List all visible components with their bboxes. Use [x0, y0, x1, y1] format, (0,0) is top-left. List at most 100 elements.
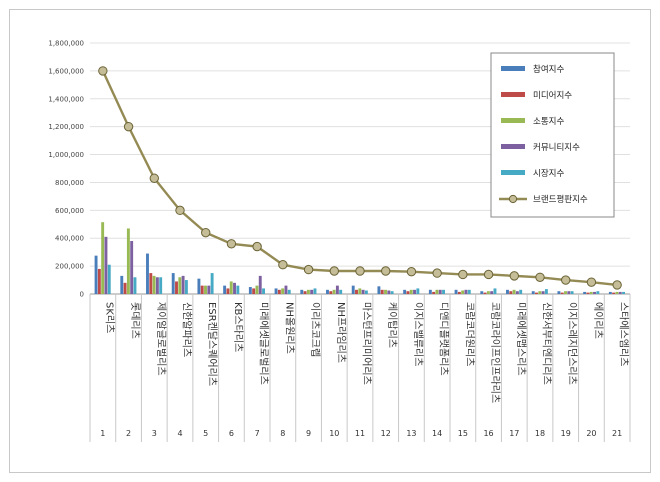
bar-series-4: [104, 236, 622, 294]
category-label: 미래에셋맵스리츠: [515, 302, 527, 376]
bar: [248, 287, 252, 294]
bar: [384, 289, 387, 294]
bar: [262, 288, 265, 294]
bar: [313, 288, 317, 294]
bar: [486, 291, 490, 294]
index-label: 14: [432, 429, 442, 438]
bar: [596, 291, 600, 294]
index-label: 12: [381, 429, 391, 438]
index-label: 18: [535, 429, 545, 438]
bar: [326, 289, 329, 294]
bar: [184, 280, 188, 294]
bar: [442, 289, 445, 294]
bar: [493, 288, 497, 294]
line-point: [381, 266, 391, 276]
line-point: [586, 277, 597, 287]
legend-item: 미디어지수: [501, 90, 572, 101]
y-tick-label: 400,000: [55, 235, 84, 243]
bar: [339, 289, 343, 294]
bar: [207, 285, 211, 294]
index-label: 2: [126, 429, 131, 438]
bar: [277, 289, 281, 294]
category-label: 신한서부티엔디리츠: [541, 302, 553, 385]
line-point: [458, 269, 468, 280]
bar: [428, 289, 432, 294]
line-point: [483, 269, 494, 280]
line-point: [123, 121, 134, 132]
line-point: [149, 173, 159, 183]
bar: [175, 281, 178, 294]
bar: [101, 222, 105, 294]
bar: [332, 289, 336, 294]
bar: [531, 291, 535, 294]
bar: [480, 291, 484, 294]
bar: [409, 289, 413, 294]
bar: [355, 289, 358, 294]
bar: [509, 291, 513, 294]
bar: [287, 289, 291, 294]
line-point: [303, 264, 314, 275]
bar-series-5: [107, 264, 625, 294]
bar: [406, 291, 410, 294]
category-label: NH올원리츠: [283, 302, 295, 354]
line-point: [226, 239, 237, 249]
category-label: 코람코라이프인프라리츠: [489, 302, 502, 403]
bar: [152, 275, 156, 294]
bar: [284, 285, 288, 294]
bar: [413, 289, 416, 294]
category-label: 이지스밸류리츠: [412, 302, 424, 366]
bar: [149, 273, 153, 294]
bar: [236, 285, 240, 294]
bar: [538, 291, 542, 294]
bar: [133, 277, 137, 294]
bar: [457, 291, 461, 294]
bar: [126, 228, 130, 294]
bar-series-1: [94, 253, 612, 294]
y-tick-label: 600,000: [55, 207, 84, 215]
category-label: 제이알글로벌리츠: [155, 302, 167, 376]
bar: [200, 285, 204, 294]
bar-series-2: [97, 268, 616, 294]
bar: [380, 289, 384, 294]
bar: [435, 289, 439, 294]
legend-label: 참여지수: [533, 64, 564, 75]
bar: [467, 289, 471, 294]
index-label: 3: [152, 429, 157, 438]
bar: [589, 291, 593, 294]
bar: [618, 291, 622, 294]
bar: [94, 255, 98, 294]
line-point: [175, 205, 185, 216]
bar-series: [94, 222, 625, 294]
bar: [335, 285, 339, 294]
index-label: 7: [255, 429, 260, 438]
bar: [181, 275, 185, 294]
legend-swatch: [501, 170, 525, 175]
legend-item: 참여지수: [501, 64, 564, 75]
category-label: 롯데리츠: [129, 302, 141, 339]
legend-label: 커뮤니티지수: [533, 142, 580, 153]
category-label: 코람코더원리츠: [463, 302, 476, 366]
bar: [541, 291, 545, 294]
legend-item: 소통지수: [501, 117, 564, 127]
legend-swatch: [501, 66, 525, 71]
bar: [233, 282, 236, 294]
line-point: [201, 227, 211, 238]
index-label: 11: [355, 429, 365, 438]
bar: [608, 291, 612, 294]
bar: [612, 292, 616, 294]
legend-label: 시장지수: [533, 168, 564, 179]
chart-frame: 0 200,000 400,000 600,000 800,000 1,000,000 1,…: [9, 9, 651, 473]
index-label: 4: [177, 429, 182, 438]
y-axis-tick-labels: 0 200,000 400,000 600,000 800,000 1,000,000 1,…: [48, 40, 84, 299]
line-point: [509, 271, 519, 281]
line-point: [252, 241, 262, 252]
bar: [281, 288, 285, 294]
y-tick-label: 1,600,000: [48, 67, 84, 75]
category-label: 이지스레지던스리츠: [566, 302, 578, 385]
legend-swatch-marker: [508, 194, 518, 204]
bar: [560, 292, 564, 294]
y-tick-label: 1,000,000: [48, 151, 84, 159]
bar: [564, 291, 567, 294]
brand-reputation-chart: 0 200,000 400,000 600,000 800,000 1,000,000 1,…: [48, 40, 631, 442]
index-label: 9: [306, 429, 311, 438]
